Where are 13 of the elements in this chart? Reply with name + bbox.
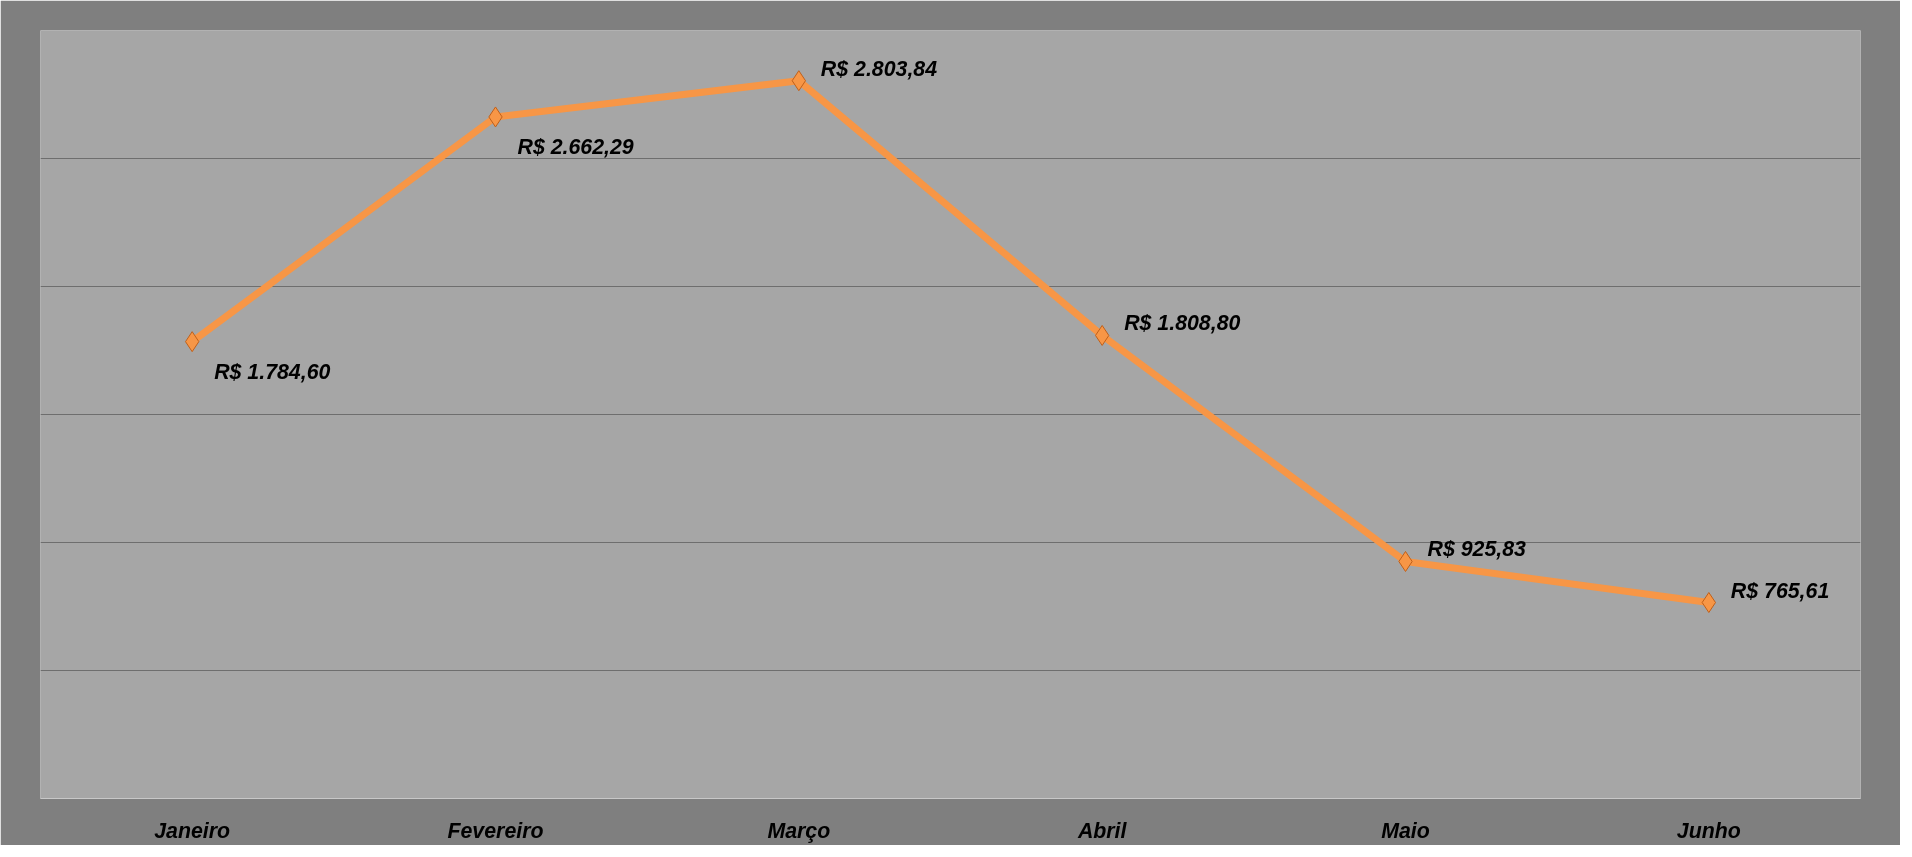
data-label: R$ 765,61	[1730, 578, 1830, 603]
x-tick-label: Junho	[1676, 818, 1741, 843]
data-label: R$ 1.808,80	[1124, 311, 1241, 336]
point	[1701, 592, 1716, 613]
data-label: R$ 925,83	[1427, 537, 1527, 562]
data-label: R$ 2.803,84	[820, 56, 938, 81]
x-tick-label: Janeiro	[154, 818, 231, 843]
x-tick-label: Abril	[1076, 818, 1128, 843]
x-tick-label: Março	[767, 818, 831, 843]
x-tick-label: Maio	[1381, 818, 1430, 843]
x-tick-label: Fevereiro	[447, 818, 544, 843]
data-label: R$ 2.662,29	[517, 134, 634, 159]
data-label: R$ 1.784,60	[214, 359, 331, 384]
